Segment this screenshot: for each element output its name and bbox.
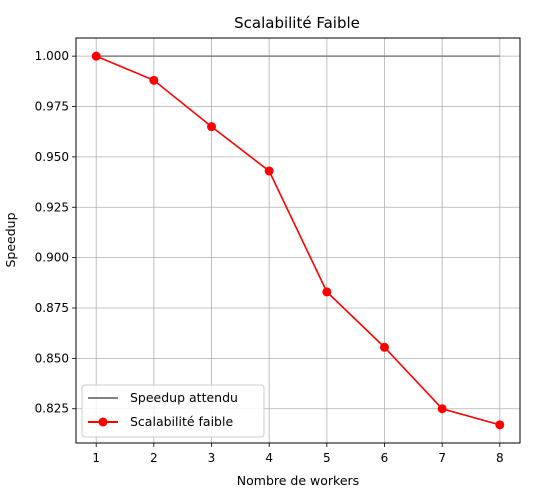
y-tick-label: 0.975 [35, 100, 69, 114]
legend-marker-scalabilite-faible [99, 418, 108, 427]
x-tick-label: 4 [265, 451, 273, 465]
data-point [149, 76, 158, 85]
x-tick-label: 8 [496, 451, 504, 465]
data-point [495, 420, 504, 429]
y-tick-label: 0.850 [35, 351, 69, 365]
legend: Speedup attendu Scalabilité faible [82, 385, 264, 437]
y-tick-label: 0.875 [35, 301, 69, 315]
y-tick-label: 0.950 [35, 150, 69, 164]
data-point [265, 166, 274, 175]
data-point [438, 404, 447, 413]
data-point [92, 52, 101, 61]
x-tick-label: 3 [208, 451, 216, 465]
x-tick-label: 5 [323, 451, 331, 465]
chart-title: Scalabilité Faible [234, 14, 360, 32]
y-tick-label: 0.900 [35, 251, 69, 265]
legend-label-scalabilite-faible: Scalabilité faible [130, 414, 233, 429]
y-axis-label: Speedup [3, 212, 18, 267]
data-point [322, 287, 331, 296]
y-tick-label: 0.925 [35, 200, 69, 214]
y-tick-label: 1.000 [35, 49, 69, 63]
x-tick-label: 1 [92, 451, 100, 465]
x-tick-label: 6 [381, 451, 389, 465]
data-point [207, 122, 216, 131]
x-axis-label: Nombre de workers [237, 473, 359, 488]
x-tick-label: 2 [150, 451, 158, 465]
data-point [380, 343, 389, 352]
legend-label-speedup-attendu: Speedup attendu [130, 390, 238, 405]
y-tick-label: 0.825 [35, 402, 69, 416]
x-tick-label: 7 [438, 451, 446, 465]
